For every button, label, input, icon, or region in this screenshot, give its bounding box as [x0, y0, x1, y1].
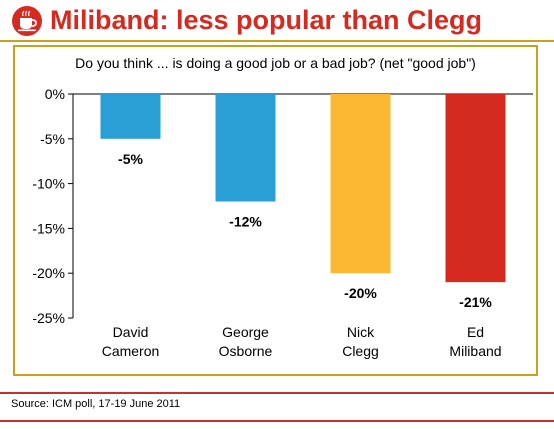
category-label: Nick Clegg	[342, 324, 379, 359]
data-label: -21%	[459, 294, 492, 310]
bar	[100, 94, 161, 139]
y-tick-label: -5%	[40, 131, 65, 147]
header: Miliband: less popular than Clegg	[0, 0, 554, 40]
category-label-line: Miliband	[449, 343, 501, 359]
category-label-line: David	[113, 324, 149, 340]
bar-chart: 0% -5% -10% -15% -20% -25% -5% David Cameron -12%…	[32, 86, 533, 359]
y-tick-label: -20%	[32, 265, 65, 281]
y-tick-label: 0%	[45, 86, 65, 102]
category-label-line: Nick	[347, 324, 375, 340]
chart-title: Do you think ... is doing a good job or …	[75, 55, 476, 71]
y-tick-label: -15%	[32, 220, 65, 236]
category-label-line: George	[222, 324, 269, 340]
category-label: Ed Miliband	[449, 324, 501, 359]
bar	[215, 94, 276, 202]
category-label: David Cameron	[102, 324, 160, 359]
bar	[330, 94, 391, 274]
footer-divider-top	[0, 392, 554, 394]
data-label: -5%	[118, 151, 143, 167]
header-divider	[0, 40, 554, 42]
category-label-line: Osborne	[219, 343, 273, 359]
category-label: George Osborne	[219, 324, 273, 359]
footer-divider-bottom	[0, 420, 554, 422]
y-tick-label: -10%	[32, 176, 65, 192]
category-label-line: Clegg	[342, 343, 379, 359]
y-tick-label: -25%	[32, 310, 65, 326]
data-label: -20%	[344, 285, 377, 301]
chart-frame: Do you think ... is doing a good job or …	[13, 45, 538, 376]
data-label: -12%	[229, 214, 262, 230]
source-note: Source: ICM poll, 17-19 June 2011	[11, 398, 181, 410]
category-label-line: Ed	[467, 324, 484, 340]
coffee-cup-icon	[12, 6, 42, 36]
category-label-line: Cameron	[102, 343, 160, 359]
page-title: Miliband: less popular than Clegg	[50, 5, 483, 35]
bar	[445, 94, 506, 283]
